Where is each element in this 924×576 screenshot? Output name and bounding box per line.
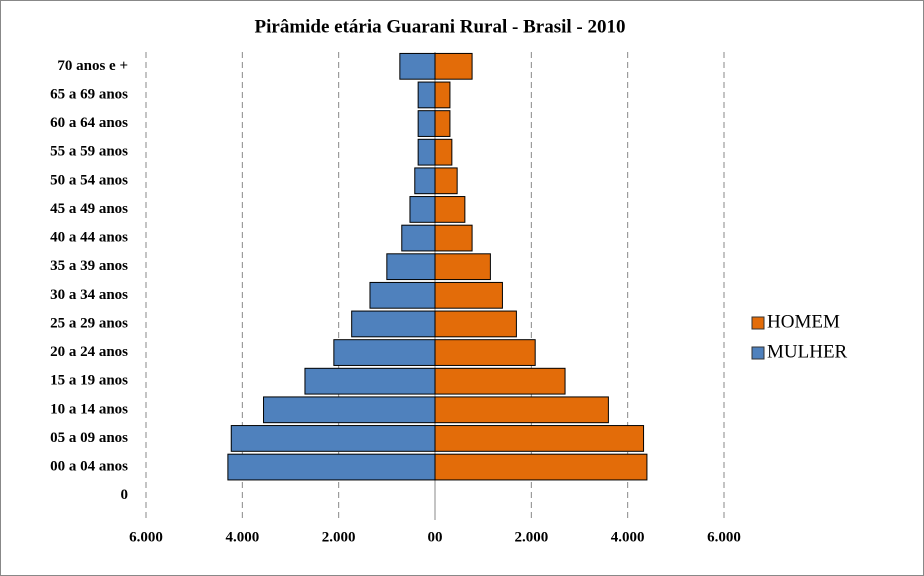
- bar: [434, 425, 645, 452]
- bar: [417, 110, 436, 137]
- y-tick-label: 50 a 54 anos: [50, 172, 128, 188]
- bar: [409, 196, 436, 223]
- y-tick-label: 25 a 29 anos: [50, 315, 128, 331]
- bar: [401, 224, 436, 252]
- x-tick-label: 2.000: [514, 529, 548, 545]
- bar: [333, 339, 436, 366]
- bar: [434, 167, 458, 195]
- y-tick-label: 55 a 59 anos: [50, 144, 128, 160]
- legend-swatch: [751, 346, 765, 360]
- bar: [434, 196, 466, 223]
- legend-label: MULHER: [767, 341, 848, 362]
- y-tick-label: 60 a 64 anos: [50, 115, 128, 131]
- x-tick-label: 4.000: [611, 529, 645, 545]
- y-tick-label: 0: [121, 487, 129, 503]
- bar: [434, 224, 473, 252]
- bar: [263, 396, 436, 424]
- bar: [304, 367, 436, 395]
- chart-title: Pirâmide etária Guarani Rural - Brasil -…: [255, 16, 626, 37]
- bar: [417, 81, 436, 109]
- y-tick-label: 10 a 14 anos: [50, 401, 128, 417]
- bar: [417, 138, 436, 166]
- x-tick-label: 4.000: [225, 529, 259, 545]
- bar: [434, 138, 453, 166]
- y-tick-label: 15 a 19 anos: [50, 373, 128, 389]
- bar: [434, 367, 566, 395]
- bar: [434, 253, 491, 281]
- y-tick-label: 05 a 09 anos: [50, 430, 128, 446]
- bar: [230, 425, 436, 452]
- x-tick-label: 6.000: [707, 529, 741, 545]
- y-tick-label: 30 a 34 anos: [50, 287, 128, 303]
- legend-label: HOMEM: [767, 311, 840, 332]
- bar: [399, 52, 436, 80]
- y-tick-label: 35 a 39 anos: [50, 258, 128, 274]
- bar: [434, 453, 648, 481]
- bar: [434, 110, 451, 137]
- bar: [434, 310, 517, 338]
- y-tick-label: 00 a 04 anos: [50, 459, 128, 475]
- y-tick-label: 20 a 24 anos: [50, 344, 128, 360]
- y-tick-label: 70 anos e +: [57, 58, 128, 74]
- bar: [414, 167, 436, 195]
- bar: [434, 81, 451, 109]
- x-tick-label: 00: [428, 529, 443, 545]
- y-tick-label: 40 a 44 anos: [50, 230, 128, 246]
- legend-swatch: [751, 316, 765, 330]
- bar: [369, 281, 436, 309]
- bar: [227, 453, 436, 481]
- y-tick-label: 45 a 49 anos: [50, 201, 128, 217]
- bar: [351, 310, 436, 338]
- x-tick-label: 6.000: [129, 529, 163, 545]
- y-tick-label: 65 a 69 anos: [50, 86, 128, 102]
- bar: [434, 339, 536, 366]
- bar: [434, 281, 503, 309]
- bar: [434, 396, 609, 424]
- x-tick-label: 2.000: [322, 529, 356, 545]
- bar: [386, 253, 436, 281]
- bar: [434, 52, 473, 80]
